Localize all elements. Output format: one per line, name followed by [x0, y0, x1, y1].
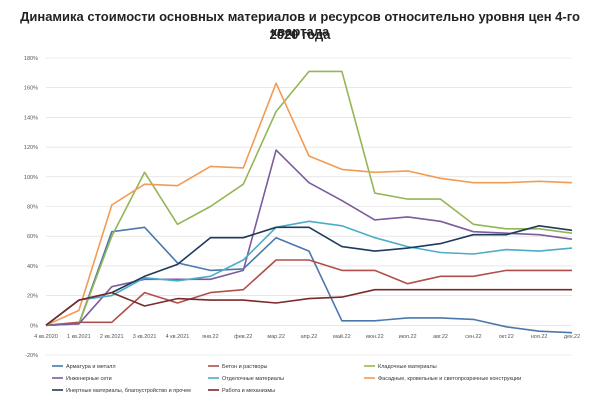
- series-line: [45, 82, 573, 327]
- y-tick-label: 120%: [24, 145, 38, 151]
- y-tick-label: 160%: [24, 86, 38, 92]
- x-tick-label: ноя.22: [531, 334, 548, 340]
- y-tick-label: 100%: [24, 175, 38, 181]
- legend-label: Бетон и растворы: [222, 364, 268, 370]
- x-tick-label: май.22: [333, 333, 351, 340]
- x-tick-label: янв.22: [202, 334, 219, 340]
- series-line: [45, 225, 573, 326]
- x-tick-label: окт.22: [499, 334, 514, 340]
- legend-label: Арматура и металл: [66, 364, 116, 370]
- chart-title-line-2: 2020 года: [269, 27, 331, 42]
- x-tick-label: 2 кв.2021: [100, 334, 124, 340]
- legend-label: Отделочные материалы: [222, 376, 284, 382]
- y-tick-label: 0%: [30, 323, 38, 329]
- x-tick-label: 4 кв.2021: [166, 334, 190, 340]
- x-tick-label: фев.22: [234, 334, 252, 340]
- y-tick-label: 80%: [27, 205, 38, 211]
- x-tick-label: сен.22: [465, 334, 482, 340]
- y-tick-label: 40%: [27, 264, 38, 270]
- y-tick-label: 140%: [24, 115, 38, 121]
- series-line: [45, 220, 573, 326]
- series-line: [45, 259, 572, 327]
- y-tick-label: -20%: [25, 353, 38, 359]
- chart-title-line-1: Динамика стоимости основных материалов и…: [20, 9, 580, 39]
- y-tick-label: 60%: [27, 234, 38, 240]
- x-tick-label: 1 кв.2021: [67, 334, 91, 340]
- x-tick-label: мар.22: [267, 334, 285, 340]
- x-tick-label: авг.22: [433, 334, 448, 340]
- series-line: [45, 226, 573, 334]
- series-line: [45, 70, 573, 327]
- x-tick-label: 4 кв.2020: [34, 334, 58, 340]
- legend-label: Инертные материалы, благоустройство и пр…: [66, 387, 191, 394]
- legend-label: Фасадные, кровельные и светопрозрачные к…: [378, 376, 521, 382]
- x-tick-label: июл.22: [399, 334, 417, 340]
- legend-label: Работа и механизмы: [222, 388, 275, 394]
- legend-label: Кладочные материалы: [378, 364, 437, 370]
- x-tick-label: 3 кв.2021: [133, 334, 157, 340]
- x-tick-label: дек.22: [564, 334, 580, 340]
- y-tick-label: 180%: [24, 56, 38, 62]
- x-tick-label: апр.22: [301, 334, 318, 340]
- legend-label: Инженерные сети: [66, 376, 112, 382]
- series-line: [45, 288, 572, 326]
- y-tick-label: 20%: [27, 294, 38, 300]
- x-tick-label: июн.22: [366, 334, 384, 340]
